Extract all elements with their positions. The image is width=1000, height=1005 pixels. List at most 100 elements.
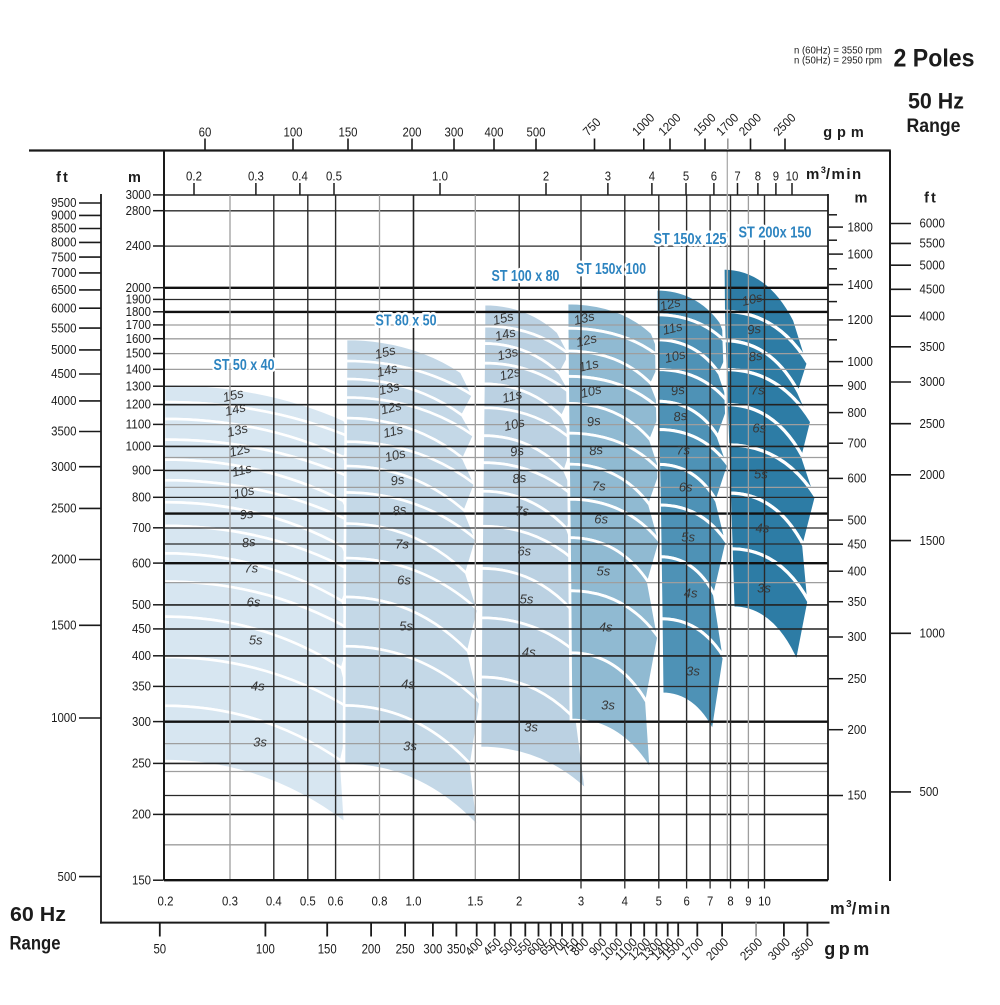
svg-text:4s: 4s: [251, 679, 265, 694]
svg-text:gpm: gpm: [823, 125, 869, 141]
svg-text:11s: 11s: [382, 421, 406, 441]
svg-text:8: 8: [755, 169, 761, 184]
svg-text:10: 10: [758, 894, 771, 909]
svg-text:6000: 6000: [920, 216, 945, 231]
svg-text:500: 500: [920, 784, 939, 799]
svg-text:9s: 9s: [670, 382, 686, 399]
svg-text:8s: 8s: [241, 534, 257, 551]
svg-text:3000: 3000: [920, 374, 945, 389]
svg-text:6: 6: [711, 169, 717, 184]
svg-text:13s: 13s: [496, 344, 520, 364]
svg-text:1.0: 1.0: [432, 169, 448, 184]
svg-text:500: 500: [527, 125, 546, 140]
svg-text:1900: 1900: [126, 292, 151, 307]
svg-text:3000: 3000: [51, 459, 76, 474]
svg-text:500: 500: [848, 512, 867, 527]
svg-text:450: 450: [132, 621, 151, 636]
svg-text:1200: 1200: [126, 397, 151, 412]
svg-text:800: 800: [848, 405, 867, 420]
svg-text:600: 600: [848, 471, 867, 486]
svg-text:0.2: 0.2: [186, 169, 202, 184]
svg-text:1000: 1000: [920, 626, 945, 641]
svg-text:6s: 6s: [247, 595, 261, 610]
svg-text:5s: 5s: [597, 564, 611, 579]
svg-text:ST 150x 125: ST 150x 125: [654, 231, 727, 248]
svg-text:1600: 1600: [126, 331, 151, 346]
svg-text:ft: ft: [924, 191, 938, 207]
svg-text:800: 800: [132, 490, 151, 505]
svg-text:700: 700: [132, 520, 151, 535]
svg-text:13s: 13s: [377, 378, 401, 398]
svg-text:ST 100 x 80: ST 100 x 80: [492, 268, 560, 285]
svg-text:6s: 6s: [594, 512, 608, 527]
svg-text:450: 450: [848, 536, 867, 551]
svg-text:2: 2: [516, 894, 522, 909]
svg-text:10s: 10s: [502, 414, 526, 434]
svg-text:7s: 7s: [592, 479, 606, 494]
svg-text:7s: 7s: [676, 443, 690, 458]
svg-text:m: m: [128, 170, 141, 186]
svg-text:400: 400: [848, 563, 867, 578]
svg-text:7s: 7s: [244, 561, 258, 576]
svg-text:2000: 2000: [126, 280, 151, 295]
svg-text:2500: 2500: [51, 501, 76, 516]
svg-text:14s: 14s: [493, 324, 517, 344]
svg-text:0.3: 0.3: [248, 169, 264, 184]
svg-text:50 Hz: 50 Hz: [908, 89, 964, 114]
svg-text:14s: 14s: [375, 360, 399, 380]
svg-text:8s: 8s: [511, 470, 527, 487]
svg-text:3: 3: [578, 894, 584, 909]
svg-text:150: 150: [848, 788, 867, 803]
svg-text:0.4: 0.4: [266, 894, 282, 909]
svg-text:10: 10: [786, 169, 799, 184]
svg-text:6s: 6s: [679, 480, 693, 495]
svg-text:6: 6: [683, 894, 689, 909]
svg-text:100: 100: [284, 125, 303, 140]
svg-text:5000: 5000: [51, 342, 76, 357]
svg-text:1800: 1800: [848, 219, 873, 234]
svg-text:7s: 7s: [751, 383, 765, 398]
svg-text:n (60Hz) = 3550 rpm: n (60Hz) = 3550 rpm: [794, 45, 882, 57]
svg-text:ft: ft: [56, 170, 70, 186]
svg-text:4s: 4s: [684, 586, 698, 601]
svg-text:4500: 4500: [51, 366, 76, 381]
svg-text:12s: 12s: [498, 364, 522, 384]
svg-text:1500: 1500: [51, 618, 76, 633]
svg-text:11s: 11s: [661, 318, 685, 338]
svg-text:200: 200: [403, 125, 422, 140]
svg-text:9000: 9000: [51, 208, 76, 223]
svg-text:7s: 7s: [515, 504, 529, 519]
svg-text:4s: 4s: [401, 677, 415, 692]
svg-text:ST 80 x 50: ST 80 x 50: [376, 313, 437, 330]
svg-text:3s: 3s: [686, 664, 700, 679]
svg-text:3: 3: [605, 169, 611, 184]
svg-text:900: 900: [132, 463, 151, 478]
svg-text:300: 300: [423, 942, 442, 957]
svg-text:6s: 6s: [752, 421, 766, 436]
svg-text:6500: 6500: [51, 282, 76, 297]
svg-text:8500: 8500: [51, 221, 76, 236]
svg-text:2500: 2500: [920, 416, 945, 431]
svg-text:m3/min: m3/min: [806, 165, 863, 183]
svg-text:500: 500: [132, 597, 151, 612]
svg-text:12s: 12s: [574, 330, 598, 350]
svg-text:8s: 8s: [748, 348, 764, 365]
svg-text:1600: 1600: [848, 246, 873, 261]
svg-text:0.5: 0.5: [300, 894, 316, 909]
svg-text:100: 100: [256, 942, 275, 957]
svg-text:3s: 3s: [403, 739, 417, 754]
svg-text:3s: 3s: [757, 581, 771, 596]
svg-text:0.6: 0.6: [328, 894, 344, 909]
svg-text:1700: 1700: [126, 317, 151, 332]
svg-text:15s: 15s: [221, 385, 245, 405]
svg-text:5s: 5s: [520, 592, 534, 607]
svg-text:60: 60: [199, 125, 212, 140]
svg-text:2000: 2000: [51, 552, 76, 567]
svg-text:2800: 2800: [126, 203, 151, 218]
svg-text:10s: 10s: [740, 289, 764, 309]
svg-text:8s: 8s: [392, 502, 408, 519]
svg-text:700: 700: [848, 435, 867, 450]
svg-text:8000: 8000: [51, 235, 76, 250]
svg-text:3500: 3500: [51, 424, 76, 439]
svg-text:7000: 7000: [51, 265, 76, 280]
